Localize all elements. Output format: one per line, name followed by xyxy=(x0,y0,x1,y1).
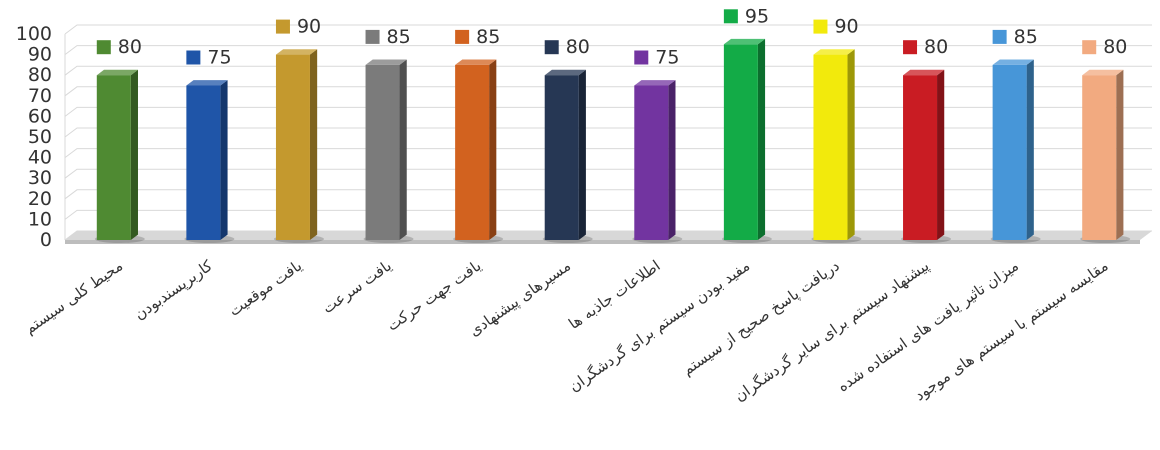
data-label-key-7 xyxy=(634,50,649,65)
data-label-2: 75 xyxy=(207,47,231,69)
y-tick-label-90: 90 xyxy=(28,44,52,66)
bar-side-7 xyxy=(668,80,676,240)
data-label-9: 90 xyxy=(834,16,858,38)
gridline-60 xyxy=(64,106,1152,117)
data-label-key-3 xyxy=(275,19,290,34)
bar-3 xyxy=(275,54,310,240)
category-label-9: دریافت پاسخ صحیح از سیستم xyxy=(679,257,844,380)
bar-top-6 xyxy=(544,69,586,76)
data-label-11: 85 xyxy=(1014,26,1038,48)
bar-side-5 xyxy=(489,59,497,240)
bar-top-7 xyxy=(634,80,676,86)
bar-9 xyxy=(813,54,848,240)
bar-12 xyxy=(1082,75,1117,240)
bar-5 xyxy=(455,64,490,241)
bar-side-6 xyxy=(578,69,586,240)
chart-floor-edge xyxy=(65,240,1140,244)
bar-11 xyxy=(992,64,1027,241)
bar-top-8 xyxy=(723,38,766,45)
y-tick-label-100: 100 xyxy=(16,23,52,45)
data-label-6: 80 xyxy=(566,36,590,58)
bar-top-4 xyxy=(365,59,407,65)
bar-top-9 xyxy=(813,49,855,55)
data-label-key-5 xyxy=(455,29,470,44)
bar-side-9 xyxy=(847,49,855,241)
data-label-key-12 xyxy=(1082,40,1097,55)
bar-side-3 xyxy=(309,49,318,241)
data-label-key-1 xyxy=(96,40,111,55)
category-label-8: مفید بودن سیستم برای گردشگران xyxy=(566,257,754,396)
gridline-90 xyxy=(64,45,1152,55)
chart-floor xyxy=(65,231,1152,240)
gridline-40 xyxy=(64,148,1152,159)
category-label-1: محیط کلی سیستم xyxy=(21,257,126,338)
bar-1 xyxy=(96,75,131,240)
data-label-key-4 xyxy=(365,29,380,44)
bar-2 xyxy=(186,85,221,240)
data-label-1: 80 xyxy=(118,36,142,58)
bar-10 xyxy=(903,75,938,240)
data-label-key-11 xyxy=(992,29,1007,44)
y-tick-label-40: 40 xyxy=(28,147,52,169)
bar-8 xyxy=(723,44,758,240)
category-label-2: کاربرپسندبودن xyxy=(131,256,217,324)
data-label-4: 85 xyxy=(387,26,411,48)
bar-top-10 xyxy=(903,69,945,76)
bar-top-11 xyxy=(992,59,1034,65)
gridline-100 xyxy=(64,24,1152,35)
data-label-key-6 xyxy=(544,40,559,55)
bar-top-5 xyxy=(455,59,497,65)
gridline-50 xyxy=(64,127,1152,138)
data-label-5: 85 xyxy=(476,26,500,48)
bar-7 xyxy=(634,85,669,240)
y-tick-label-10: 10 xyxy=(28,208,52,230)
bar-top-3 xyxy=(275,49,318,55)
data-label-3: 90 xyxy=(297,16,321,38)
gridline-20 xyxy=(64,189,1152,200)
y-tick-label-50: 50 xyxy=(28,126,52,148)
data-label-12: 80 xyxy=(1103,36,1127,58)
gridline-70 xyxy=(64,86,1152,97)
data-label-7: 75 xyxy=(655,47,679,69)
data-label-8: 95 xyxy=(745,5,769,27)
y-tick-label-80: 80 xyxy=(28,64,52,86)
bar-side-8 xyxy=(757,38,766,241)
category-label-10: پیشنهاد سیستم برای سایر گردشگران xyxy=(731,257,933,406)
gridline-10 xyxy=(64,209,1152,220)
bar-side-2 xyxy=(220,80,228,240)
data-label-10: 80 xyxy=(924,36,948,58)
y-tick-label-70: 70 xyxy=(28,85,52,107)
gridline-30 xyxy=(64,168,1152,179)
category-label-3: یافت موقعیت xyxy=(225,257,305,320)
category-label-11: میزان تاثیر یافت های استفاده شده xyxy=(834,257,1022,396)
bar-side-10 xyxy=(937,69,945,240)
bar-top-12 xyxy=(1082,69,1124,76)
data-label-key-9 xyxy=(813,19,828,34)
bar-side-1 xyxy=(130,69,138,240)
category-label-4: یافت سرعت xyxy=(319,257,395,318)
y-tick-label-60: 60 xyxy=(28,105,52,127)
data-label-key-2 xyxy=(186,50,201,65)
y-tick-label-20: 20 xyxy=(28,188,52,210)
bar-4 xyxy=(365,64,400,241)
bar-side-12 xyxy=(1116,69,1124,240)
bar-6 xyxy=(544,75,579,240)
bar-top-1 xyxy=(96,69,138,76)
bar-top-2 xyxy=(186,80,228,86)
bar-side-4 xyxy=(399,59,407,240)
gridline-80 xyxy=(64,65,1152,76)
y-tick-label-30: 30 xyxy=(28,167,52,189)
bar-side-11 xyxy=(1026,59,1034,240)
data-label-key-10 xyxy=(903,40,918,55)
data-label-key-8 xyxy=(723,9,738,24)
y-tick-label-0: 0 xyxy=(40,229,52,251)
